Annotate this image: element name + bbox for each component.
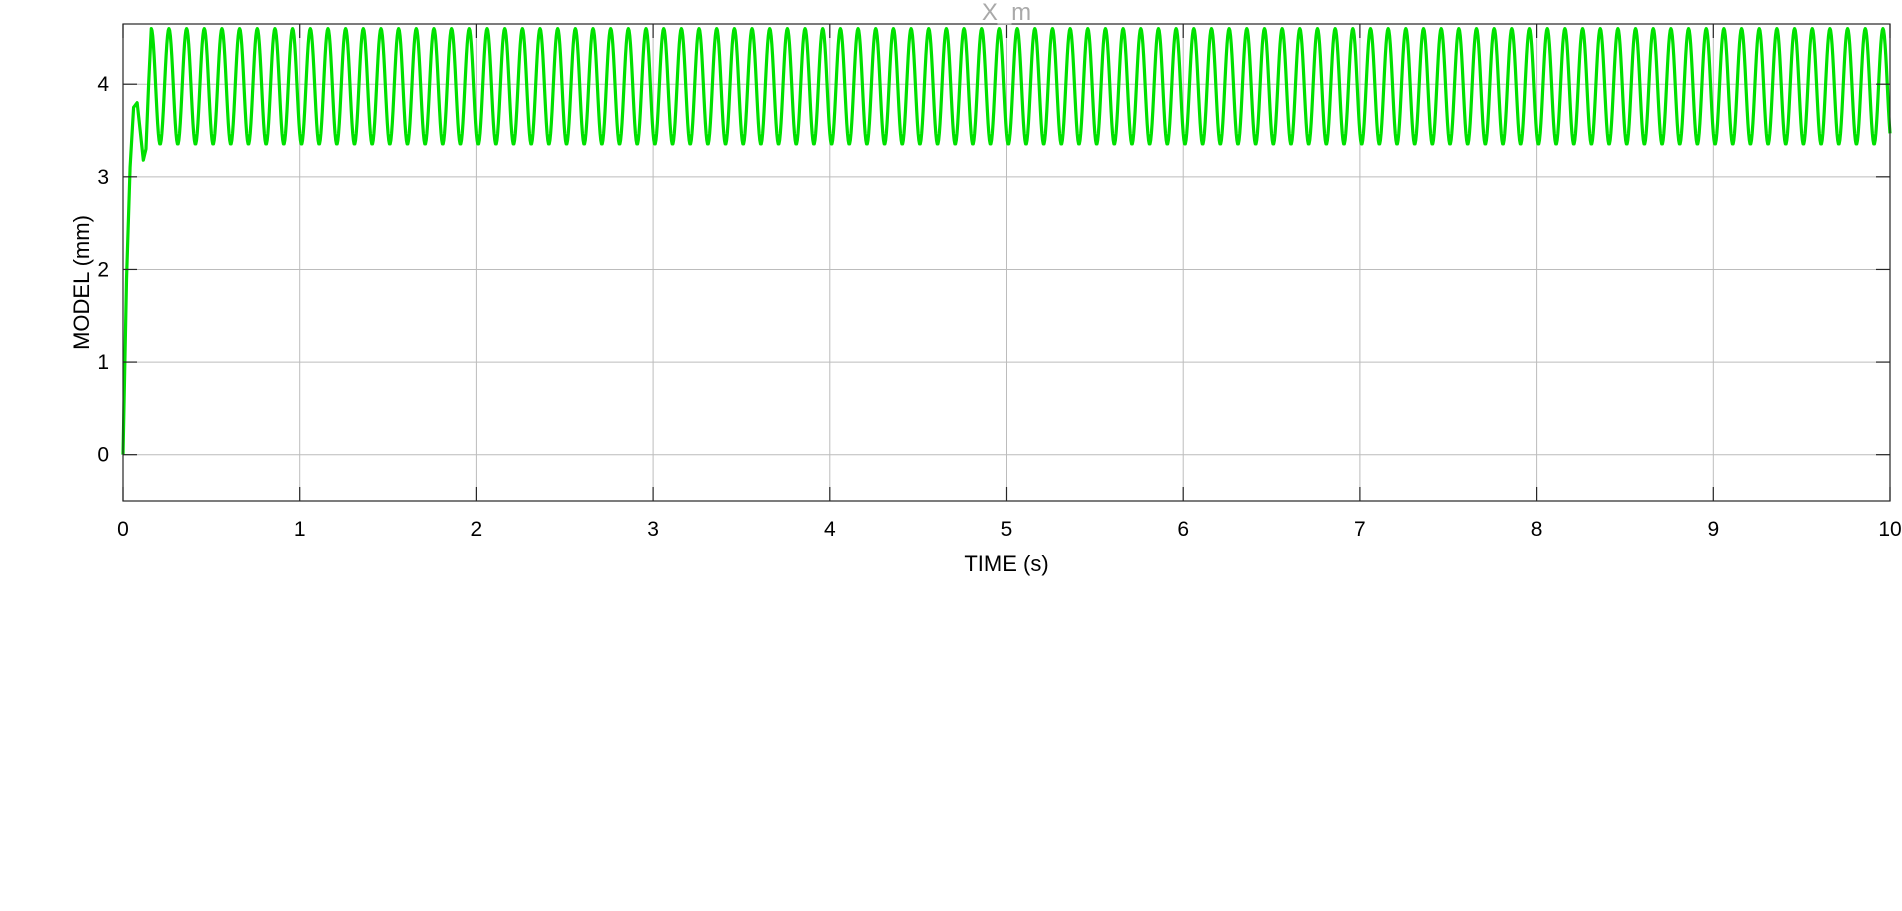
y-tick-label: 2 <box>97 258 109 281</box>
x-tick-label: 6 <box>1177 518 1189 541</box>
x-tick-label: 3 <box>647 518 659 541</box>
x-tick-label: 9 <box>1707 518 1719 541</box>
labels: X_m TIME (s) MODEL (mm) <box>69 0 1049 576</box>
x-tick-label: 4 <box>824 518 836 541</box>
y-axis-title: MODEL (mm) <box>69 215 94 350</box>
x-tick-label: 1 <box>294 518 306 541</box>
x-tick-label: 7 <box>1354 518 1366 541</box>
x-tick-label: 0 <box>117 518 129 541</box>
series-layer <box>121 27 1892 455</box>
axes: 0 1 2 3 4 5 6 7 8 9 10 0 1 2 3 4 <box>97 23 1902 541</box>
x-tick-label: 8 <box>1531 518 1543 541</box>
chart-title: X_m <box>982 0 1031 26</box>
x-tick-label: 2 <box>471 518 483 541</box>
y-tick-label: 3 <box>97 166 109 189</box>
x-tick-label: 5 <box>1001 518 1013 541</box>
series-line <box>121 27 1892 455</box>
grid <box>123 24 1890 501</box>
y-tick-label: 4 <box>97 73 109 96</box>
y-tick-label: 1 <box>97 351 109 374</box>
x-axis-title: TIME (s) <box>964 551 1048 576</box>
y-tick-label: 0 <box>97 444 109 467</box>
x-tick-label: 10 <box>1878 518 1901 541</box>
